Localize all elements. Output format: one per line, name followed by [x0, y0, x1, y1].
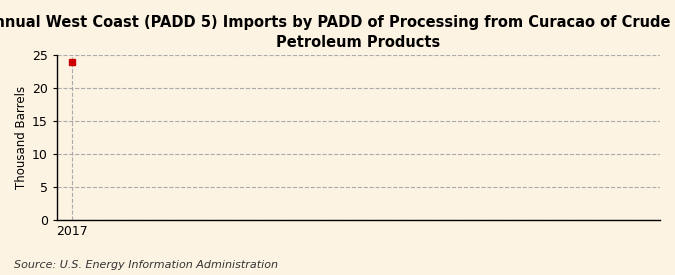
Y-axis label: Thousand Barrels: Thousand Barrels	[15, 86, 28, 189]
Text: Source: U.S. Energy Information Administration: Source: U.S. Energy Information Administ…	[14, 260, 277, 270]
Title: Annual West Coast (PADD 5) Imports by PADD of Processing from Curacao of Crude O: Annual West Coast (PADD 5) Imports by PA…	[0, 15, 675, 50]
